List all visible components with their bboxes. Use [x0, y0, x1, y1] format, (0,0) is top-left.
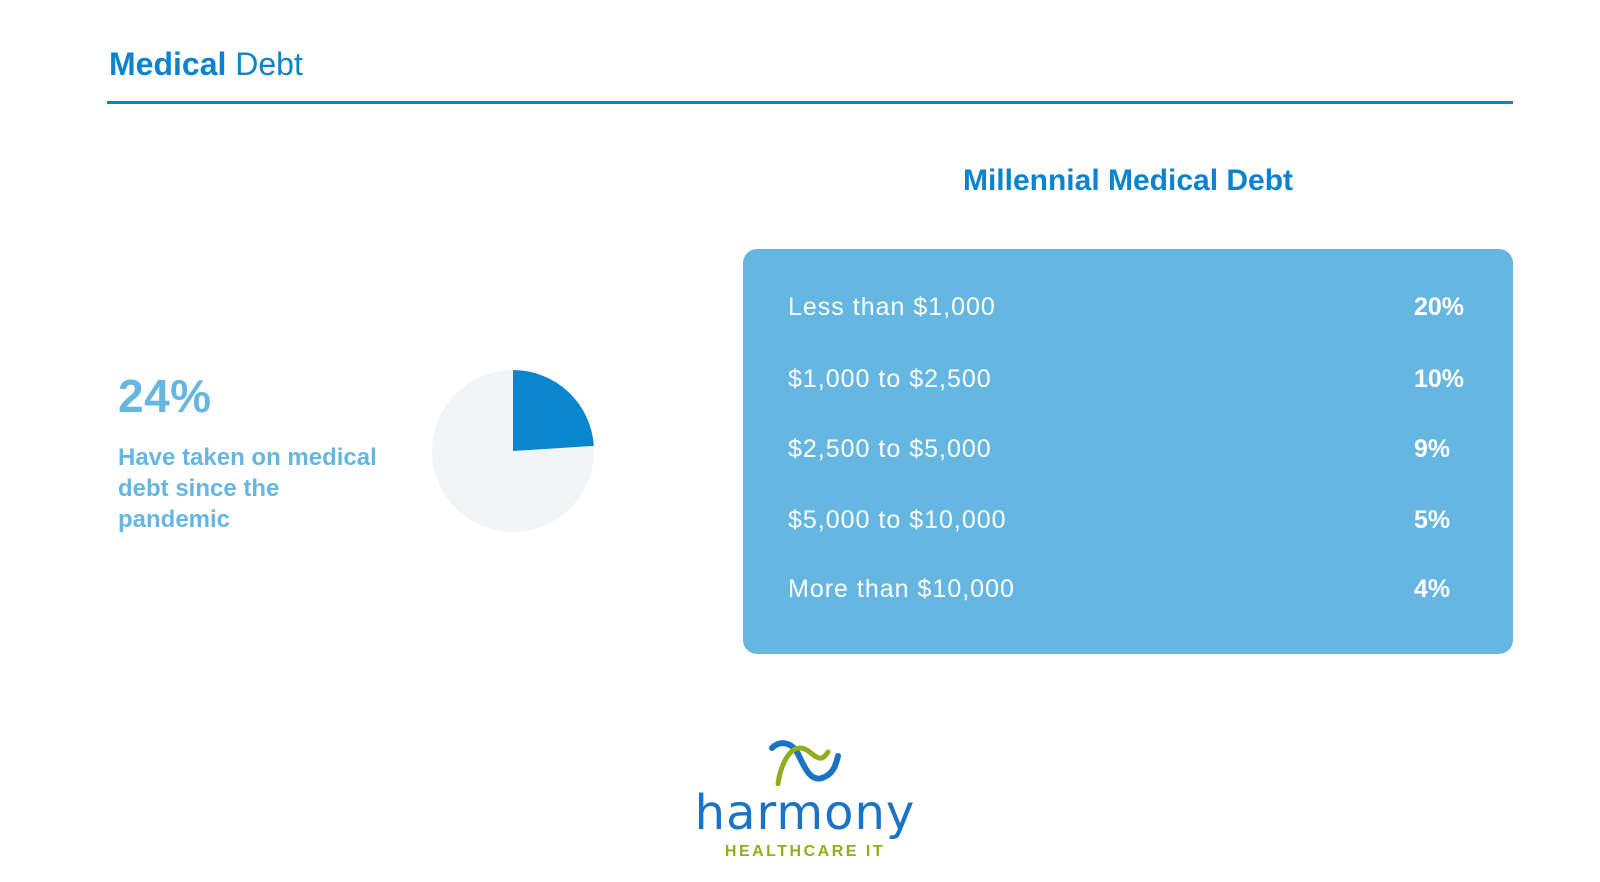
table-row: $2,500 to $5,000 9%	[788, 433, 1468, 465]
page-title: Medical Debt	[109, 44, 303, 84]
row-label: More than $10,000	[788, 575, 1015, 603]
pie-chart	[432, 370, 594, 532]
row-label: $1,000 to $2,500	[788, 365, 992, 393]
table-row: More than $10,000 4%	[788, 573, 1468, 605]
page-title-light: Debt	[235, 46, 303, 82]
harmony-logo: harmony HEALTHCARE IT	[690, 738, 920, 868]
row-label: $2,500 to $5,000	[788, 435, 992, 463]
logo-tagline: HEALTHCARE IT	[724, 843, 886, 860]
stat-value: 24%	[118, 370, 212, 422]
row-label: Less than $1,000	[788, 293, 996, 321]
row-value: 20%	[1414, 293, 1465, 321]
pie-slice-highlight	[513, 370, 594, 451]
row-value: 5%	[1414, 506, 1451, 534]
debt-table: Less than $1,000 20% $1,000 to $2,500 10…	[743, 249, 1513, 654]
header-divider	[107, 101, 1513, 104]
row-value: 10%	[1414, 365, 1465, 393]
row-value: 4%	[1414, 575, 1451, 603]
table-row: $5,000 to $10,000 5%	[788, 504, 1468, 536]
table-title: Millennial Medical Debt	[962, 164, 1294, 197]
table-row: $1,000 to $2,500 10%	[788, 363, 1468, 395]
logo-wordmark: harmony	[694, 785, 916, 841]
stat-caption: Have taken on medical debt since the pan…	[118, 444, 377, 533]
row-value: 9%	[1414, 435, 1451, 463]
table-row: Less than $1,000 20%	[788, 291, 1468, 323]
page-title-bold: Medical	[109, 46, 227, 82]
harmony-wave-icon	[769, 740, 841, 786]
row-label: $5,000 to $10,000	[788, 506, 1007, 534]
